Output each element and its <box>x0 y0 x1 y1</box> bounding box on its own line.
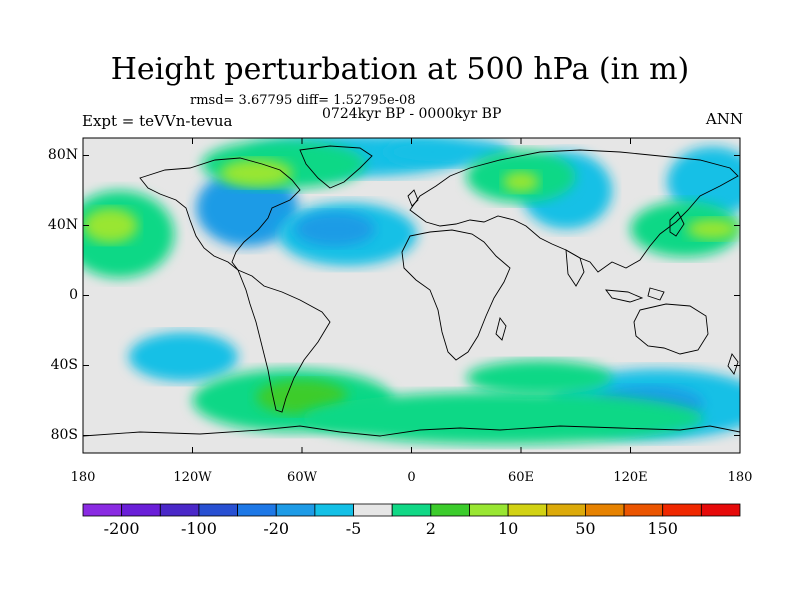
colorbar-swatch <box>353 503 393 517</box>
colorbar-swatch <box>469 503 509 517</box>
lon-label: 0 <box>407 470 416 485</box>
colorbar-swatch <box>82 503 123 517</box>
colorbar-swatch <box>275 503 316 517</box>
field-region-negative-3 <box>294 211 375 247</box>
colorbar-label: -5 <box>345 519 362 538</box>
colorbar-swatch <box>507 503 548 517</box>
colorbar-swatch <box>430 503 470 517</box>
map-title: Height perturbation at 500 hPa (in m) <box>110 52 690 87</box>
contour-field <box>83 138 740 445</box>
colorbar-swatch <box>237 503 277 517</box>
colorbar-label: -100 <box>180 519 217 538</box>
colorbar-swatch <box>662 503 702 517</box>
lon-label: 60E <box>507 470 535 485</box>
lon-label: 60W <box>287 470 317 485</box>
colorbar-swatch <box>314 503 354 517</box>
lon-label: 120W <box>173 470 212 485</box>
field-region-positive-15 <box>502 171 540 193</box>
lat-label: 0 <box>69 286 78 303</box>
lat-label: 40S <box>50 356 78 373</box>
lon-label: 180 <box>70 470 96 485</box>
lat-label: 80N <box>47 146 78 163</box>
colorbar-label: 2 <box>425 519 436 538</box>
stats-text: rmsd= 3.67795 diff= 1.52795e-08 <box>190 93 416 108</box>
lon-label: 180 <box>727 470 753 485</box>
colorbar-swatch <box>585 503 625 517</box>
lat-label: 80S <box>50 426 78 443</box>
coastlines <box>83 145 740 437</box>
season-label: ANN <box>705 110 743 128</box>
experiment-label: Expt = teVVn-tevua <box>82 112 233 130</box>
colorbar-label: 10 <box>497 519 519 538</box>
period-text: 0724kyr BP - 0000kyr BP <box>322 106 502 122</box>
axis-ticks <box>82 138 741 453</box>
colorbar <box>82 503 741 517</box>
field-region-positive-20 <box>302 391 704 445</box>
lon-label: 120E <box>613 470 648 485</box>
colorbar-swatch <box>198 503 238 517</box>
colorbar-label: 50 <box>575 519 596 538</box>
field-region-negative-6 <box>667 146 740 217</box>
colorbar-swatch <box>700 503 741 517</box>
field-region-positive-21 <box>466 360 613 396</box>
field-region-positive-16 <box>630 201 740 257</box>
colorbar-swatch <box>623 503 664 517</box>
lat-label: 40N <box>47 216 78 233</box>
field-region-negative-4 <box>384 138 512 166</box>
colorbar-swatch <box>391 503 432 517</box>
colorbar-swatch <box>121 503 161 517</box>
colorbar-label: -200 <box>103 519 140 538</box>
field-region-negative-7 <box>128 332 239 382</box>
field-region-positive-17 <box>687 218 739 240</box>
colorbar-label: -20 <box>263 519 290 538</box>
colorbar-swatch <box>159 503 200 517</box>
field-region-positive-13 <box>219 159 293 187</box>
field-region-positive-11 <box>83 208 138 243</box>
field-region-negative-1 <box>196 169 299 247</box>
colorbar-label: 150 <box>647 519 678 538</box>
colorbar-swatch <box>546 503 586 517</box>
field-region-positive-19 <box>256 379 348 415</box>
